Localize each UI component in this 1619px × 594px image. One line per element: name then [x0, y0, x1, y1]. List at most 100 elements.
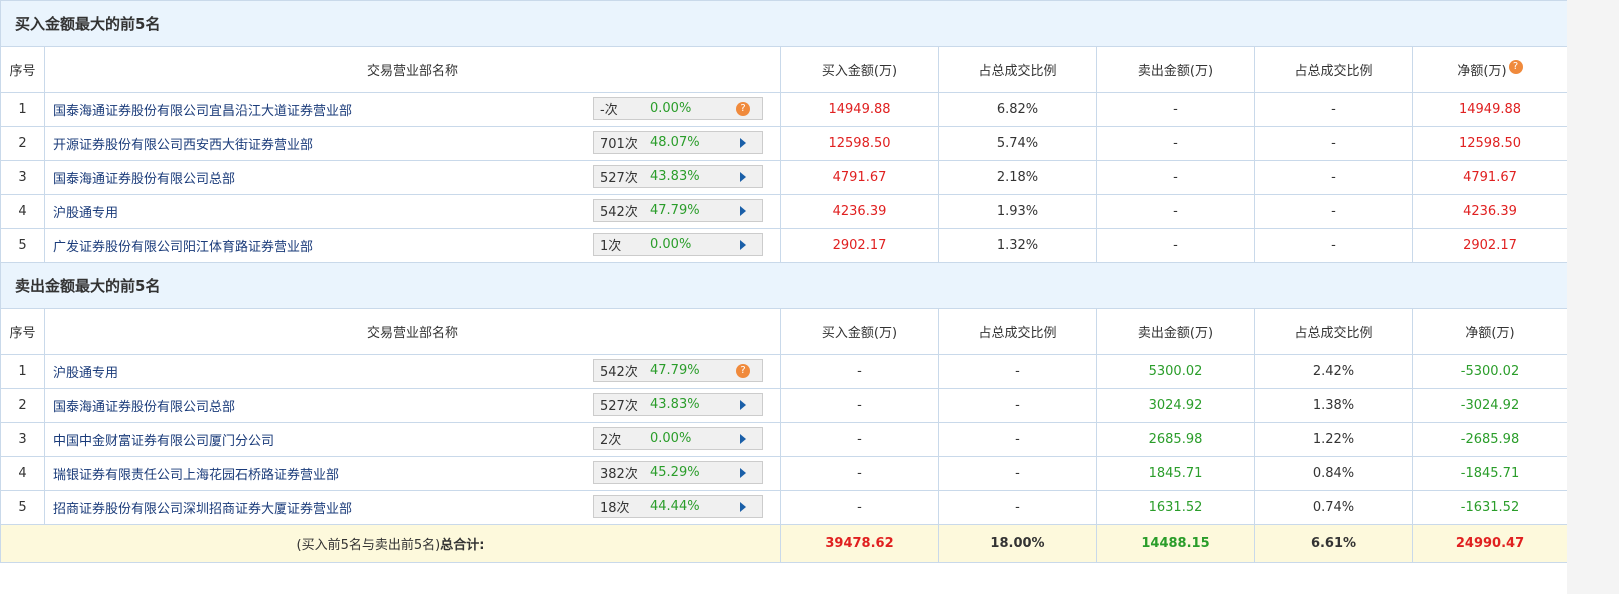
- table-row: 3 国泰海通证券股份有限公司总部 527次 43.83% 4791.67 2.18…: [0, 160, 1568, 195]
- section-title: 卖出金额最大的前5名: [0, 262, 1568, 309]
- table-row: 3 中国中金财富证券有限公司厦门分公司 2次 0.00% - - 2685.98 …: [0, 422, 1568, 457]
- column-header: 占总成交比例: [1254, 46, 1413, 93]
- win-rate: 47.79%: [650, 203, 700, 218]
- column-header: 净额(万): [1412, 308, 1568, 355]
- help-icon[interactable]: ?: [736, 101, 750, 116]
- trade-count: 2次: [600, 433, 622, 448]
- arrow-right-icon[interactable]: [740, 205, 746, 216]
- win-rate: 0.00%: [650, 431, 692, 446]
- total-buy-pct: 18.00%: [938, 524, 1097, 563]
- net-amount: 2902.17: [1412, 228, 1568, 263]
- arrow-right-icon[interactable]: [740, 399, 746, 410]
- page-edge: [1567, 0, 1619, 594]
- trade-count: 542次: [600, 205, 638, 220]
- broker-name-link[interactable]: 国泰海通证券股份有限公司总部: [53, 172, 236, 187]
- broker-stats-button[interactable]: 701次 48.07%: [593, 131, 763, 154]
- broker-name-link[interactable]: 国泰海通证券股份有限公司宜昌沿江大道证券营业部: [53, 104, 353, 119]
- column-header: 交易营业部名称: [44, 308, 781, 355]
- broker-stats-button[interactable]: 18次 44.44%: [593, 495, 763, 518]
- broker-stats-button[interactable]: 382次 45.29%: [593, 461, 763, 484]
- broker-name-link[interactable]: 开源证券股份有限公司西安西大街证券营业部: [53, 138, 314, 153]
- sell-amount: 2685.98: [1096, 422, 1255, 457]
- row-index: 3: [0, 160, 45, 195]
- sell-pct: 0.84%: [1254, 456, 1413, 491]
- buy-pct: -: [938, 490, 1097, 525]
- net-amount: -1631.52: [1412, 490, 1568, 525]
- sell-pct: 1.38%: [1254, 388, 1413, 423]
- broker-stats-button[interactable]: 542次 47.79%: [593, 199, 763, 222]
- sell-amount: -: [1096, 126, 1255, 161]
- broker-name-link[interactable]: 招商证券股份有限公司深圳招商证券大厦证券营业部: [53, 502, 353, 517]
- header-row: 序号 交易营业部名称 买入金额(万) 占总成交比例 卖出金额(万) 占总成交比例 净额(万): [0, 308, 1568, 355]
- buy-pct: -: [938, 354, 1097, 389]
- broker-stats-button[interactable]: -次 0.00%?: [593, 97, 763, 120]
- buy-pct: 1.32%: [938, 228, 1097, 263]
- buy-amount: 12598.50: [780, 126, 939, 161]
- section-title-row: 买入金额最大的前5名: [0, 0, 1568, 47]
- buy-pct: 6.82%: [938, 92, 1097, 127]
- broker-name-link[interactable]: 沪股通专用: [53, 366, 119, 381]
- buy-amount: 4791.67: [780, 160, 939, 195]
- trade-count: 527次: [600, 399, 638, 414]
- sell-pct: -: [1254, 92, 1413, 127]
- table-row: 4 瑞银证券有限责任公司上海花园石桥路证券营业部 382次 45.29% - - …: [0, 456, 1568, 491]
- arrow-right-icon[interactable]: [740, 433, 746, 444]
- sell-amount: 1845.71: [1096, 456, 1255, 491]
- sell-amount: -: [1096, 194, 1255, 229]
- broker-stats-button[interactable]: 527次 43.83%: [593, 165, 763, 188]
- win-rate: 43.83%: [650, 169, 700, 184]
- sell-pct: 0.74%: [1254, 490, 1413, 525]
- row-index: 5: [0, 490, 45, 525]
- total-buy: 39478.62: [780, 524, 939, 563]
- sell-amount: -: [1096, 160, 1255, 195]
- trade-count: 527次: [600, 171, 638, 186]
- arrow-right-icon[interactable]: [740, 239, 746, 250]
- total-net: 24990.47: [1412, 524, 1568, 563]
- buy-pct: -: [938, 422, 1097, 457]
- broker-name-link[interactable]: 广发证券股份有限公司阳江体育路证券营业部: [53, 240, 314, 255]
- total-sell: 14488.15: [1096, 524, 1255, 563]
- sell-pct: 1.22%: [1254, 422, 1413, 457]
- trade-count: 542次: [600, 365, 638, 380]
- net-amount: -1845.71: [1412, 456, 1568, 491]
- arrow-right-icon[interactable]: [740, 501, 746, 512]
- broker-stats-button[interactable]: 527次 43.83%: [593, 393, 763, 416]
- sell-amount: -: [1096, 228, 1255, 263]
- arrow-right-icon[interactable]: [740, 467, 746, 478]
- row-index: 5: [0, 228, 45, 263]
- broker-stats-button[interactable]: 2次 0.00%: [593, 427, 763, 450]
- lhb-table: 买入金额最大的前5名 序号 交易营业部名称 买入金额(万) 占总成交比例 卖出金额(万) 占…: [0, 0, 1568, 563]
- buy-pct: 2.18%: [938, 160, 1097, 195]
- column-header: 卖出金额(万): [1096, 46, 1255, 93]
- table-row: 5 广发证券股份有限公司阳江体育路证券营业部 1次 0.00% 2902.17 1…: [0, 228, 1568, 263]
- broker-name-link[interactable]: 瑞银证券有限责任公司上海花园石桥路证券营业部: [53, 468, 340, 483]
- broker-stats-button[interactable]: 1次 0.00%: [593, 233, 763, 256]
- buy-amount: -: [780, 388, 939, 423]
- help-icon[interactable]: ?: [1508, 60, 1523, 74]
- row-index: 4: [0, 456, 45, 491]
- column-header: 卖出金额(万): [1096, 308, 1255, 355]
- net-amount: -3024.92: [1412, 388, 1568, 423]
- header-row: 序号 交易营业部名称 买入金额(万) 占总成交比例 卖出金额(万) 占总成交比例 净额(万)…: [0, 46, 1568, 93]
- table-row: 2 开源证券股份有限公司西安西大街证券营业部 701次 48.07% 12598.…: [0, 126, 1568, 161]
- broker-name-link[interactable]: 沪股通专用: [53, 206, 119, 221]
- table-row: 4 沪股通专用 542次 47.79% 4236.39 1.93% - - 423…: [0, 194, 1568, 229]
- win-rate: 44.44%: [650, 499, 700, 514]
- buy-amount: -: [780, 354, 939, 389]
- net-amount: 12598.50: [1412, 126, 1568, 161]
- trade-count: 1次: [600, 239, 622, 254]
- buy-amount: -: [780, 490, 939, 525]
- broker-name-link[interactable]: 国泰海通证券股份有限公司总部: [53, 400, 236, 415]
- win-rate: 47.79%: [650, 363, 700, 378]
- broker-name-link[interactable]: 中国中金财富证券有限公司厦门分公司: [53, 434, 275, 449]
- buy-pct: -: [938, 388, 1097, 423]
- arrow-right-icon[interactable]: [740, 137, 746, 148]
- help-icon[interactable]: ?: [736, 363, 750, 378]
- row-index: 2: [0, 388, 45, 423]
- broker-stats-button[interactable]: 542次 47.79%?: [593, 359, 763, 382]
- total-label: (买入前5名与卖出前5名): [296, 538, 441, 553]
- win-rate: 45.29%: [650, 465, 700, 480]
- arrow-right-icon[interactable]: [740, 171, 746, 182]
- total-row: (买入前5名与卖出前5名)总合计: 39478.62 18.00% 14488.…: [0, 524, 1568, 563]
- net-amount: -5300.02: [1412, 354, 1568, 389]
